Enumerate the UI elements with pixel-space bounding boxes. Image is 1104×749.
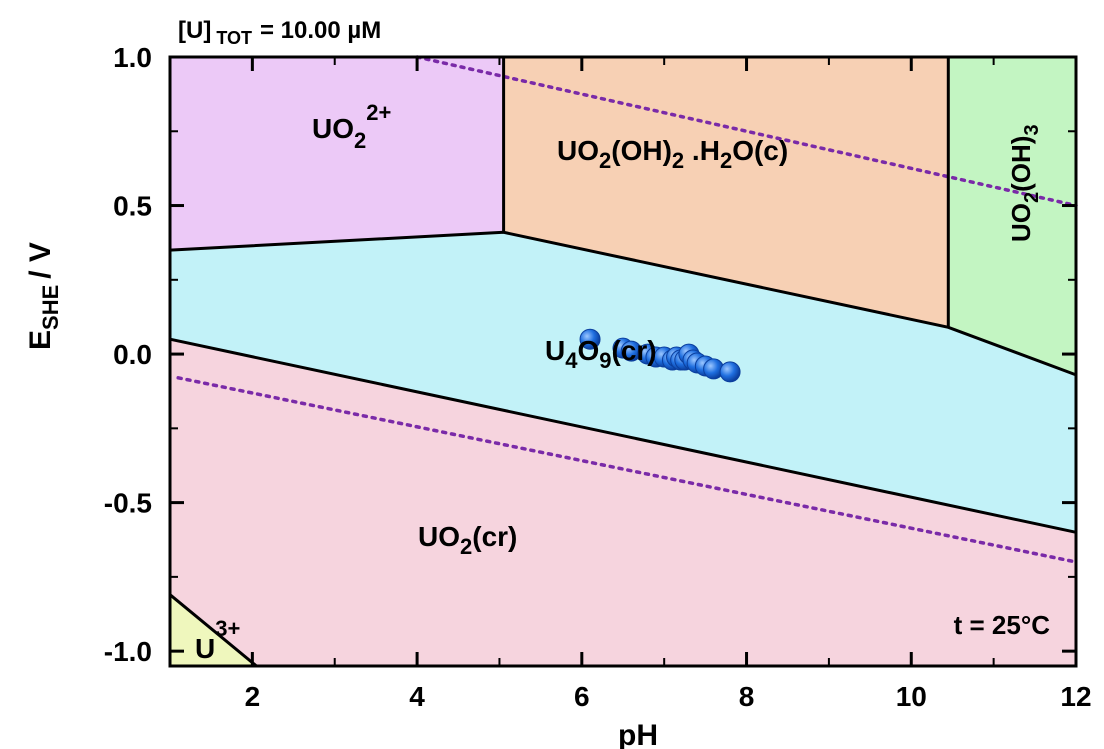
water-line-0	[415, 55, 1078, 208]
label-uo2oh2-h2o: UO2(OH)2 .H2O(c)	[557, 135, 788, 173]
data-point	[579, 328, 601, 350]
region-0	[170, 57, 504, 251]
axis-ticks: 2 4 6 8 10 12 1.0 0.5 0.0 -0.5 -1.0	[104, 42, 1092, 712]
y-tick-label: -1.0	[104, 636, 152, 667]
data-point	[719, 361, 741, 383]
y-tick-label: 0.5	[113, 191, 152, 222]
x-tick-label: 6	[574, 681, 590, 712]
x-tick-label: 8	[739, 681, 755, 712]
boundary-3	[169, 337, 1077, 534]
boundary-4	[169, 593, 258, 668]
label-uo2oh3: UO2(OH)3	[1006, 124, 1043, 242]
plot-frame	[168, 55, 1078, 668]
data-points	[579, 328, 741, 383]
y-tick-label: 1.0	[113, 42, 152, 73]
x-tick-label: 2	[245, 681, 261, 712]
region-2	[948, 57, 1076, 375]
water-line-1	[176, 376, 1078, 564]
label-u3plus: U3+	[195, 616, 240, 664]
water-stability-lines	[176, 55, 1078, 564]
region-1	[503, 57, 949, 328]
y-axis-title: ESHE/ V	[24, 242, 63, 350]
region-4	[170, 339, 1076, 666]
label-u4o9: U4O9(cr)	[545, 335, 657, 373]
label-uo2-2plus: UO22+	[312, 100, 391, 153]
x-tick-label: 10	[896, 681, 927, 712]
x-tick-label: 12	[1060, 681, 1091, 712]
phase-boundaries	[169, 57, 1077, 668]
label-uo2cr: UO2(cr)	[418, 521, 517, 559]
y-tick-label: 0.0	[113, 339, 152, 370]
y-tick-label: -0.5	[104, 488, 152, 519]
temperature-label: t = 25°C	[954, 610, 1051, 640]
boundary-0	[169, 230, 1077, 377]
x-axis-title: pH	[618, 719, 658, 749]
concentration-header: [U] TOT = 10.00 µM	[178, 17, 381, 48]
x-tick-label: 4	[409, 681, 425, 712]
